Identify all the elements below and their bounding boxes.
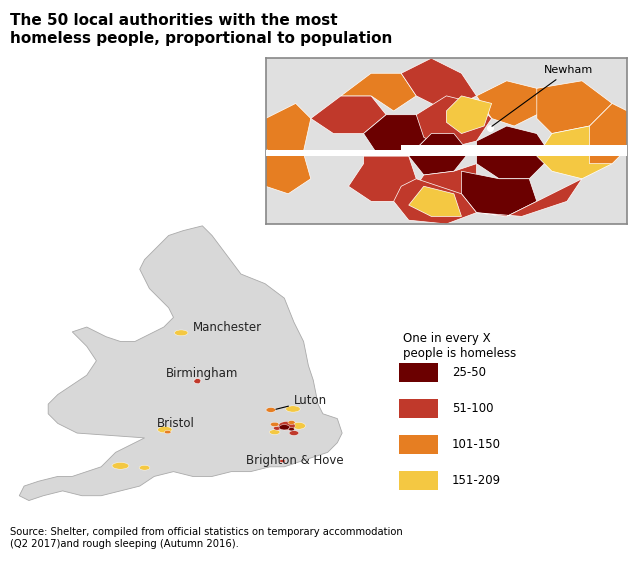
Ellipse shape [278,421,295,430]
Polygon shape [266,103,311,160]
Text: 25-50: 25-50 [452,367,486,379]
Polygon shape [537,81,612,133]
Text: Source: Shelter, compiled from official statistics on temporary accommodation
(Q: Source: Shelter, compiled from official … [10,527,403,549]
Ellipse shape [175,330,188,336]
Polygon shape [416,96,492,149]
Polygon shape [401,58,477,111]
Polygon shape [266,152,311,194]
FancyBboxPatch shape [399,435,438,454]
FancyBboxPatch shape [399,399,438,418]
Ellipse shape [279,425,290,430]
Polygon shape [364,115,431,156]
Text: Luton: Luton [276,394,327,409]
Polygon shape [266,150,627,156]
Polygon shape [401,145,627,156]
Ellipse shape [280,459,285,462]
Ellipse shape [164,430,171,434]
Polygon shape [416,164,477,201]
Text: Manchester: Manchester [193,321,262,334]
Text: Birmingham: Birmingham [166,367,239,380]
Text: 101-150: 101-150 [452,438,501,451]
FancyBboxPatch shape [399,364,438,382]
Polygon shape [537,126,612,179]
Polygon shape [477,126,552,179]
Polygon shape [461,171,537,217]
Polygon shape [477,81,545,126]
Ellipse shape [289,428,294,431]
Text: The 50 local authorities with the most
homeless people, proportional to populati: The 50 local authorities with the most h… [10,13,392,46]
Polygon shape [348,156,416,201]
Ellipse shape [273,426,281,430]
Ellipse shape [266,408,276,412]
Polygon shape [394,179,477,224]
Polygon shape [409,133,469,175]
Ellipse shape [289,431,299,435]
Polygon shape [194,378,201,384]
Text: Brighton & Hove: Brighton & Hove [246,454,344,467]
Ellipse shape [157,426,172,433]
FancyBboxPatch shape [399,471,438,490]
Ellipse shape [285,406,300,412]
Polygon shape [311,96,386,133]
Ellipse shape [140,465,150,470]
Polygon shape [341,74,416,111]
Polygon shape [409,186,461,217]
Text: Bristol: Bristol [157,417,195,430]
Ellipse shape [270,422,279,426]
Text: Newham: Newham [492,66,593,127]
Ellipse shape [288,421,295,425]
Text: 151-209: 151-209 [452,474,501,487]
Text: 51-100: 51-100 [452,402,493,415]
Text: One in every X
people is homeless: One in every X people is homeless [403,332,516,360]
Text: BBC: BBC [580,544,614,559]
Polygon shape [477,179,582,217]
Polygon shape [447,96,492,133]
Polygon shape [589,103,627,164]
Ellipse shape [292,422,305,429]
Ellipse shape [112,462,129,469]
Ellipse shape [269,430,280,434]
Polygon shape [19,226,342,500]
